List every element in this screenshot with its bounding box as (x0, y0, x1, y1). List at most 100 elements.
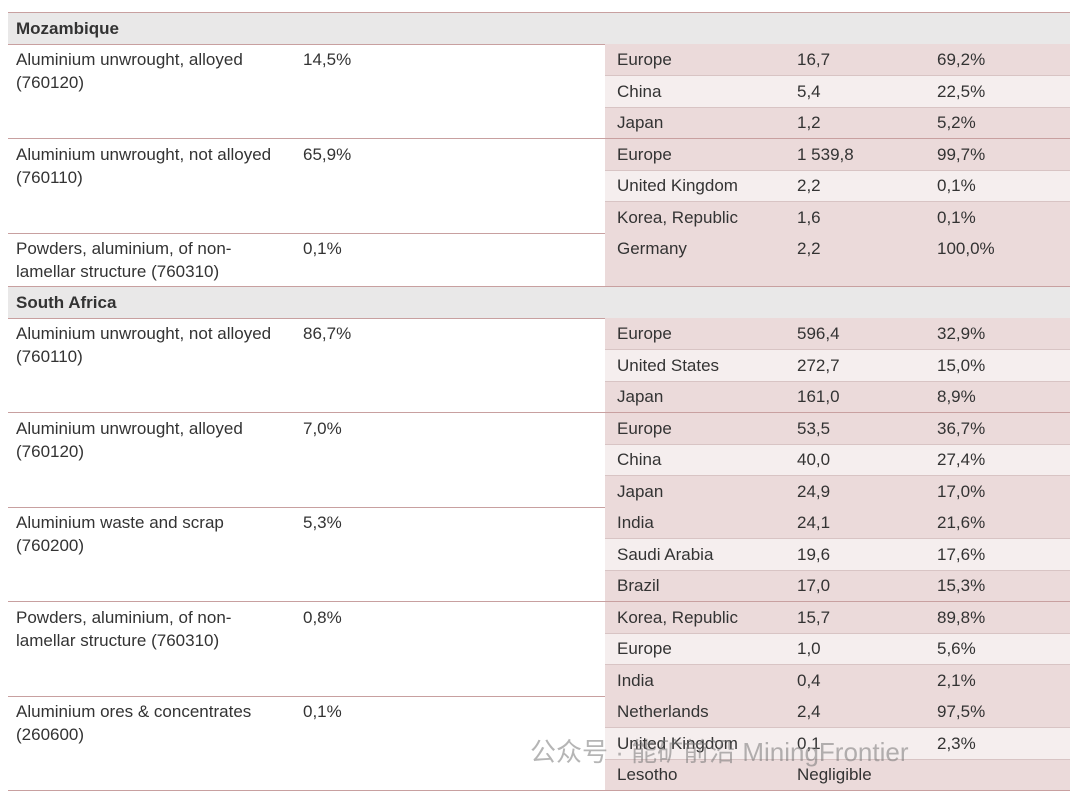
percent: 0,1% (937, 176, 976, 195)
country: Korea, Republic (617, 607, 738, 627)
percent: 8,9% (937, 387, 976, 406)
percent: 99,7% (937, 144, 986, 164)
value: 161,0 (797, 387, 840, 406)
destination-row (605, 138, 1070, 170)
rule (8, 601, 1070, 602)
country: Japan (617, 113, 664, 132)
country: Lesotho (617, 765, 678, 784)
value: 272,7 (797, 355, 840, 375)
rule (605, 538, 1070, 539)
destination-row (605, 201, 1070, 233)
value: 24,1 (797, 513, 831, 532)
value: 17,0 (797, 576, 831, 595)
rule (8, 317, 1070, 319)
destination-row (605, 475, 1070, 507)
rule (8, 412, 1070, 413)
rule (8, 138, 1070, 139)
product: Aluminium unwrought, not alloyed (760110… (16, 144, 272, 187)
share: 0,1% (303, 239, 342, 258)
rule (605, 664, 1070, 665)
country: United Kingdom (617, 176, 738, 195)
country: Japan (617, 387, 664, 406)
destination-row (605, 107, 1070, 139)
value: 19,6 (797, 544, 831, 564)
value: 2,2 (797, 176, 821, 195)
country: Germany (617, 239, 687, 258)
product: Aluminium ores & concentrates (260600) (16, 702, 252, 744)
watermark: 公众号 · 能矿前沿 MiningFrontier (530, 737, 909, 767)
destination-row (605, 233, 1070, 286)
value: 2,4 (797, 702, 821, 721)
value: 1,6 (797, 207, 821, 227)
percent: 89,8% (937, 607, 986, 627)
percent: 69,2% (937, 50, 986, 69)
rule (8, 232, 1070, 234)
percent: 27,4% (937, 450, 986, 469)
percent: 36,7% (937, 418, 986, 438)
rule (605, 201, 1070, 202)
country: Europe (617, 639, 672, 658)
rule (8, 790, 1070, 791)
destination-row (605, 570, 1070, 602)
percent: 17,6% (937, 544, 986, 564)
value: 15,7 (797, 607, 831, 627)
destination-row (605, 412, 1070, 444)
value: 1,2 (797, 113, 821, 132)
rule (605, 569, 1070, 571)
percent: 21,6% (937, 513, 986, 532)
share: 86,7% (303, 324, 352, 343)
rule (605, 349, 1070, 350)
percent: 15,3% (937, 576, 986, 595)
country: Korea, Republic (617, 207, 738, 227)
rule (605, 475, 1070, 476)
destination-row (605, 44, 1070, 76)
share: 65,9% (303, 144, 352, 164)
product: Powders, aluminium, of non-lamellar stru… (16, 607, 232, 650)
share: 14,5% (303, 50, 352, 69)
rule (8, 11, 1070, 13)
percent: 2,1% (937, 670, 976, 690)
rule (605, 727, 1070, 728)
value: 40,0 (797, 450, 831, 469)
rule (605, 632, 1070, 634)
share: 7,0% (303, 418, 342, 438)
destination-row (605, 727, 1070, 759)
value: 5,4 (797, 81, 821, 101)
destination-row (605, 538, 1070, 570)
destination-row (605, 75, 1070, 107)
percent: 17,0% (937, 481, 986, 501)
percent: 2,3% (937, 733, 976, 753)
country: India (617, 670, 654, 690)
country: Netherlands (617, 702, 709, 721)
destination-row (605, 318, 1070, 350)
rule (605, 380, 1070, 382)
destination-row (605, 507, 1070, 539)
destination-row (605, 696, 1070, 728)
section-header: South Africa (8, 286, 1070, 318)
rule (8, 506, 1070, 508)
country: Brazil (617, 576, 660, 595)
country: Saudi Arabia (617, 544, 714, 564)
destination-row (605, 664, 1070, 696)
country: China (617, 450, 662, 469)
value: 0,4 (797, 670, 821, 690)
percent: 5,2% (937, 113, 976, 132)
value: 1,0 (797, 639, 821, 658)
rule (605, 106, 1070, 108)
value: 53,5 (797, 418, 831, 438)
percent: 32,9% (937, 324, 986, 343)
percent: 15,0% (937, 355, 986, 375)
rule (8, 43, 1070, 45)
percent: 5,6% (937, 639, 976, 658)
rule (8, 695, 1070, 697)
destination-row (605, 381, 1070, 413)
value: 0,1 (797, 733, 821, 753)
destination-row (605, 633, 1070, 665)
destination-row (605, 759, 1070, 791)
product: Aluminium unwrought, alloyed (760120) (16, 50, 243, 92)
country: Europe (617, 50, 672, 69)
product: Aluminium unwrought, not alloyed (760110… (16, 324, 272, 366)
destination-row (605, 444, 1070, 476)
country: United Kingdom (617, 733, 738, 753)
product: Aluminium unwrought, alloyed (760120) (16, 418, 243, 461)
